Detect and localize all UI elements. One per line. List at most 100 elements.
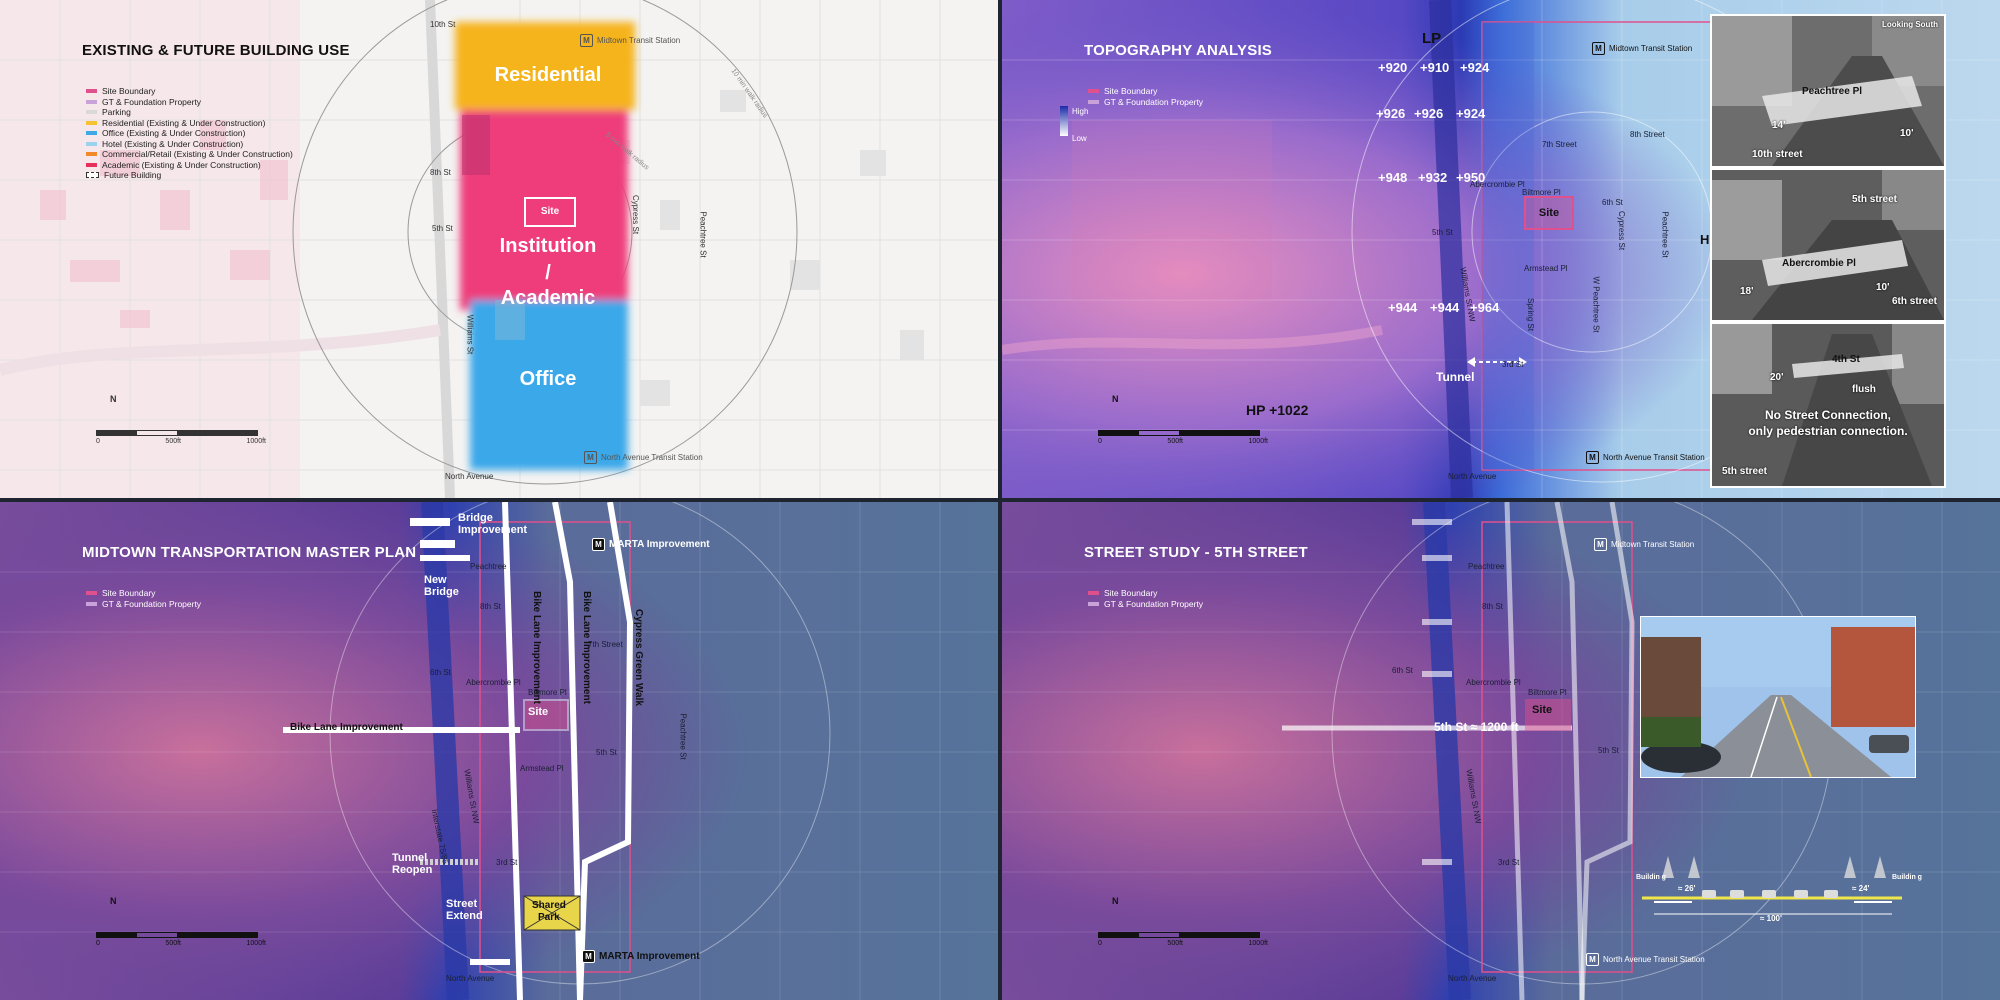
- legend-item: Commercial/Retail (Existing & Under Cons…: [86, 149, 293, 160]
- legend-item: GT & Foundation Property: [86, 97, 293, 108]
- elevation-label: +924: [1460, 60, 1490, 75]
- street-label: Biltmore Pl: [1522, 188, 1561, 197]
- street-label: 6th St: [1602, 198, 1623, 207]
- legend-swatch: [86, 162, 97, 167]
- building-use-map: [0, 0, 998, 498]
- legend-label: Residential (Existing & Under Constructi…: [102, 117, 266, 128]
- legend-swatch: [1088, 601, 1099, 606]
- transit-station-midtown: M Midtown Transit Station: [1594, 538, 1694, 551]
- site-marker: Site: [524, 197, 576, 227]
- legend-label: Future Building: [104, 170, 162, 180]
- street-label: 3rd St: [1502, 360, 1524, 369]
- scale-bar: 0 500ft 1000ft: [1098, 430, 1268, 445]
- bike-lane-label: Bike Lane Improvement: [530, 591, 542, 704]
- street-label: 5th St: [1432, 228, 1453, 237]
- elevation-label: +950: [1456, 170, 1486, 185]
- legend-swatch: [86, 131, 97, 136]
- street-label: Peachtree St: [678, 713, 688, 760]
- legend-label: Commercial/Retail (Existing & Under Cons…: [102, 149, 293, 159]
- bridge-improvement-label: Bridge: [458, 512, 493, 524]
- street-label: Cypress St: [1617, 210, 1627, 251]
- legend-swatch: [86, 120, 97, 125]
- street-label: Abercrombie Pl: [1466, 678, 1521, 687]
- scale-bar: 0 500ft 1000ft: [96, 430, 266, 445]
- street-photo-4th: 4th St 20' flush No Street Connection, o…: [1710, 322, 1946, 488]
- street-label: Peachtree: [470, 562, 507, 571]
- panel-title: MIDTOWN TRANSPORTATION MASTER PLAN: [82, 544, 417, 561]
- street-label: Biltmore Pl: [528, 688, 567, 697]
- street-label: 5th St: [596, 748, 617, 757]
- metro-icon: M: [1592, 42, 1605, 55]
- section-width-left: ≈ 26': [1678, 884, 1696, 893]
- north-arrow-icon: N: [110, 394, 117, 404]
- new-bridge-label: New: [424, 574, 447, 586]
- street-label: 7th Street: [1542, 140, 1577, 149]
- street-label: Williams St: [465, 314, 475, 355]
- elevation-label: +948: [1378, 170, 1408, 185]
- marta-improvement-top: M MARTA Improvement: [592, 538, 710, 551]
- legend-item: Hotel (Existing & Under Construction): [86, 139, 293, 150]
- elevation-label: +926: [1414, 106, 1444, 121]
- tunnel-label: Tunnel: [1436, 370, 1475, 384]
- legend-item: Site Boundary: [86, 86, 293, 97]
- elevation-label: +910: [1420, 60, 1450, 75]
- legend: Site Boundary GT & Foundation Property: [1088, 86, 1203, 107]
- street-extend-label: Street: [446, 898, 478, 910]
- tunnel-reopen-label: Reopen: [392, 864, 433, 876]
- legend-label: GT & Foundation Property: [102, 96, 202, 107]
- legend-item: Future Building: [86, 170, 293, 181]
- legend-label: Site Boundary: [1104, 86, 1158, 96]
- street-label: North Avenue: [446, 974, 495, 983]
- legend: Site Boundary GT & Foundation Property: [1088, 588, 1203, 609]
- site-marker: Site: [528, 706, 549, 718]
- street-label: Armstead Pl: [1524, 264, 1568, 273]
- street-label: Spring St: [1525, 298, 1535, 331]
- elevation-label: +932: [1418, 170, 1448, 185]
- legend: Site Boundary GT & Foundation Property: [86, 588, 201, 609]
- distance-measure-label: 5th St ≈ 1200 ft: [1434, 720, 1519, 734]
- street-photo-abercrombie: 5th street Abercrombie Pl 18' 10' 6th st…: [1710, 168, 1946, 322]
- street-label: North Avenue: [445, 472, 494, 481]
- high-point-label: HP +1022: [1246, 402, 1309, 418]
- transit-station-north-ave: M North Avenue Transit Station: [1586, 451, 1705, 464]
- zone-residential-label: Residential: [494, 64, 602, 86]
- legend-item: Site Boundary: [86, 588, 201, 599]
- street-label: 3rd St: [496, 858, 518, 867]
- tunnel-reopen-label: Tunnel: [392, 852, 428, 864]
- section-building-left: Buildin g: [1636, 874, 1666, 881]
- bridge-improvement-label: Improvement: [458, 524, 528, 536]
- legend-swatch: [1088, 591, 1099, 596]
- street-label: Peachtree: [1468, 562, 1505, 571]
- transit-station-midtown: M Midtown Transit Station: [1592, 42, 1692, 55]
- street-label: 8th St: [480, 602, 501, 611]
- transit-station-north-ave: M North Avenue Transit Station: [1586, 953, 1705, 966]
- metro-icon: M: [1586, 953, 1599, 966]
- zone-office-label: Office: [519, 368, 577, 390]
- north-arrow-icon: N: [110, 896, 117, 906]
- elevation-label: +926: [1376, 106, 1406, 121]
- zone-academic-label: Academic: [500, 287, 596, 309]
- metro-icon: M: [1586, 451, 1599, 464]
- bike-lane-label: Bike Lane Improvement: [290, 722, 403, 733]
- scale-bar: 0 500ft 1000ft: [96, 932, 266, 947]
- legend-swatch: [86, 601, 97, 606]
- section-width-right: ≈ 24': [1852, 884, 1870, 893]
- panel-street-study: STREET STUDY - 5TH STREET Site Boundary G…: [1002, 502, 2000, 1000]
- elevation-label: +944: [1430, 300, 1460, 315]
- section-total-width: ≈ 100': [1760, 914, 1782, 923]
- street-label: 7th Street: [588, 640, 623, 649]
- site-marker: Site: [1532, 704, 1553, 716]
- legend-label: Site Boundary: [102, 86, 156, 96]
- street-label: Abercrombie Pl: [466, 678, 521, 687]
- legend-swatch: [1088, 99, 1099, 104]
- legend-swatch: [86, 152, 97, 157]
- street-label: 6th St: [430, 668, 451, 677]
- street-label: North Avenue: [1448, 974, 1497, 983]
- site-marker: Site: [1524, 196, 1574, 230]
- legend-item: GT & Foundation Property: [1088, 599, 1203, 610]
- legend-swatch: [86, 591, 97, 596]
- new-bridge-label: Bridge: [424, 586, 459, 598]
- panel-building-use: EXISTING & FUTURE BUILDING USE Site Boun…: [0, 0, 998, 498]
- legend-item: Residential (Existing & Under Constructi…: [86, 118, 293, 129]
- low-point-label: LP: [1422, 30, 1442, 47]
